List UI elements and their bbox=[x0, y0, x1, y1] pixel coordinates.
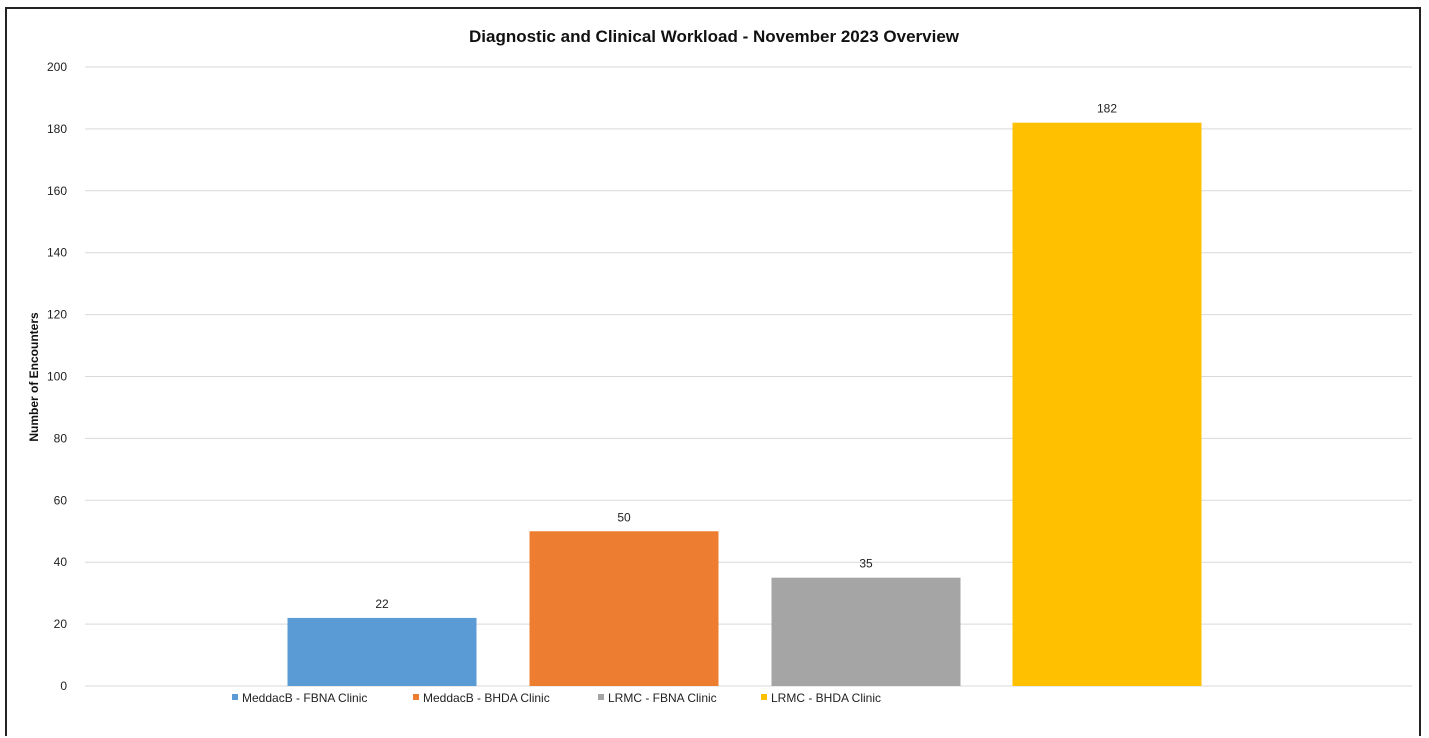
y-axis-label: Number of Encounters bbox=[27, 312, 41, 442]
chart-title: Diagnostic and Clinical Workload - Novem… bbox=[469, 27, 960, 46]
legend-swatch bbox=[232, 694, 238, 700]
y-tick-label: 160 bbox=[47, 184, 67, 198]
data-label: 35 bbox=[859, 557, 873, 571]
legend-label: LRMC - BHDA Clinic bbox=[771, 691, 881, 705]
y-tick-label: 120 bbox=[47, 308, 67, 322]
gridlines bbox=[85, 66, 1412, 687]
legend-swatch bbox=[761, 694, 767, 700]
y-tick-label: 40 bbox=[54, 555, 68, 569]
data-labels: 22 50 35 182 bbox=[375, 102, 1117, 611]
legend: MeddacB - FBNA Clinic MeddacB - BHDA Clin… bbox=[232, 691, 881, 705]
legend-swatch bbox=[598, 694, 604, 700]
data-label: 50 bbox=[617, 510, 631, 524]
legend-label: LRMC - FBNA Clinic bbox=[608, 691, 717, 705]
bar bbox=[1012, 122, 1202, 686]
y-tick-label: 180 bbox=[47, 122, 67, 136]
data-label: 22 bbox=[375, 597, 389, 611]
bar bbox=[529, 531, 719, 686]
bar bbox=[771, 577, 961, 686]
y-axis-ticks: 0 20 40 60 80 100 120 140 160 180 200 bbox=[47, 60, 67, 693]
y-tick-label: 60 bbox=[54, 493, 68, 507]
y-tick-label: 200 bbox=[47, 60, 67, 74]
bars bbox=[287, 122, 1202, 686]
y-tick-label: 0 bbox=[60, 679, 67, 693]
legend-label: MeddacB - BHDA Clinic bbox=[423, 691, 550, 705]
data-label: 182 bbox=[1097, 102, 1117, 116]
y-tick-label: 140 bbox=[47, 246, 67, 260]
chart-frame bbox=[5, 7, 1421, 736]
legend-swatch bbox=[413, 694, 419, 700]
legend-label: MeddacB - FBNA Clinic bbox=[242, 691, 367, 705]
y-tick-label: 100 bbox=[47, 370, 67, 384]
y-tick-label: 20 bbox=[54, 617, 68, 631]
y-tick-label: 80 bbox=[54, 431, 68, 445]
bar bbox=[287, 617, 477, 686]
